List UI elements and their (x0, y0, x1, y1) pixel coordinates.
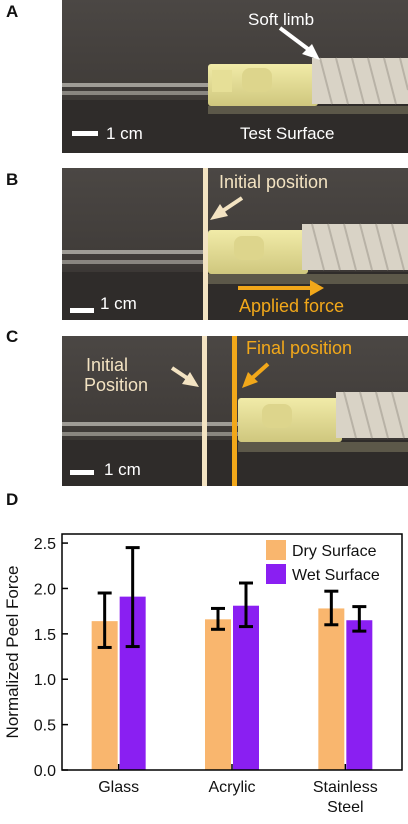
panel-a-letter: A (6, 2, 19, 21)
panel-a-scale-label: 1 cm (106, 124, 143, 143)
y-tick-label: 1.0 (34, 672, 56, 689)
panel-b-scale-label: 1 cm (100, 294, 137, 313)
y-tick-label: 0.5 (34, 718, 56, 735)
legend-swatch-dry (266, 540, 286, 560)
bar-dry (205, 619, 231, 770)
x-tick-label: Acrylic (208, 779, 255, 796)
legend-swatch-wet (266, 564, 286, 584)
y-tick-label: 2.0 (34, 581, 56, 598)
panel-c-initial-label-line2: Position (84, 375, 149, 395)
panel-a-photo (62, 0, 408, 153)
bar-wet (346, 620, 373, 770)
panel-d-letter: D (6, 490, 19, 509)
panel-b-applied-force-label: Applied force (239, 296, 345, 316)
y-tick-label: 2.5 (34, 536, 56, 553)
panel-c-photo (62, 336, 408, 486)
panel-c-initial-label-line1: Initial (86, 355, 129, 375)
panel-a-test-surface-label: Test Surface (240, 124, 335, 143)
x-tick-label: Glass (98, 779, 139, 796)
peel-force-chart: 0.0 0.5 1.0 1.5 2.0 2.5 Glass Acrylic Stainless… (0, 488, 408, 819)
bar-wet (233, 605, 259, 770)
panel-a-soft-limb-label: Soft limb (248, 10, 315, 29)
panel-c-letter: C (6, 327, 19, 346)
panel-b-photo (62, 168, 408, 320)
y-tick-label: 1.5 (34, 627, 56, 644)
panel-b-letter: B (6, 170, 19, 189)
panel-c-final-position-label: Final position (246, 338, 353, 358)
y-tick-label: 0.0 (34, 763, 56, 780)
panel-b-initial-position-label: Initial position (219, 172, 329, 192)
panel-c-scale-label: 1 cm (104, 460, 141, 479)
x-tick-label: Stainless Steel (313, 779, 378, 816)
legend-label-dry: Dry Surface (292, 543, 377, 560)
legend-label-wet: Wet Surface (292, 567, 380, 584)
y-axis-label: Normalized Peel Force (3, 566, 22, 739)
bar-dry (318, 608, 345, 770)
